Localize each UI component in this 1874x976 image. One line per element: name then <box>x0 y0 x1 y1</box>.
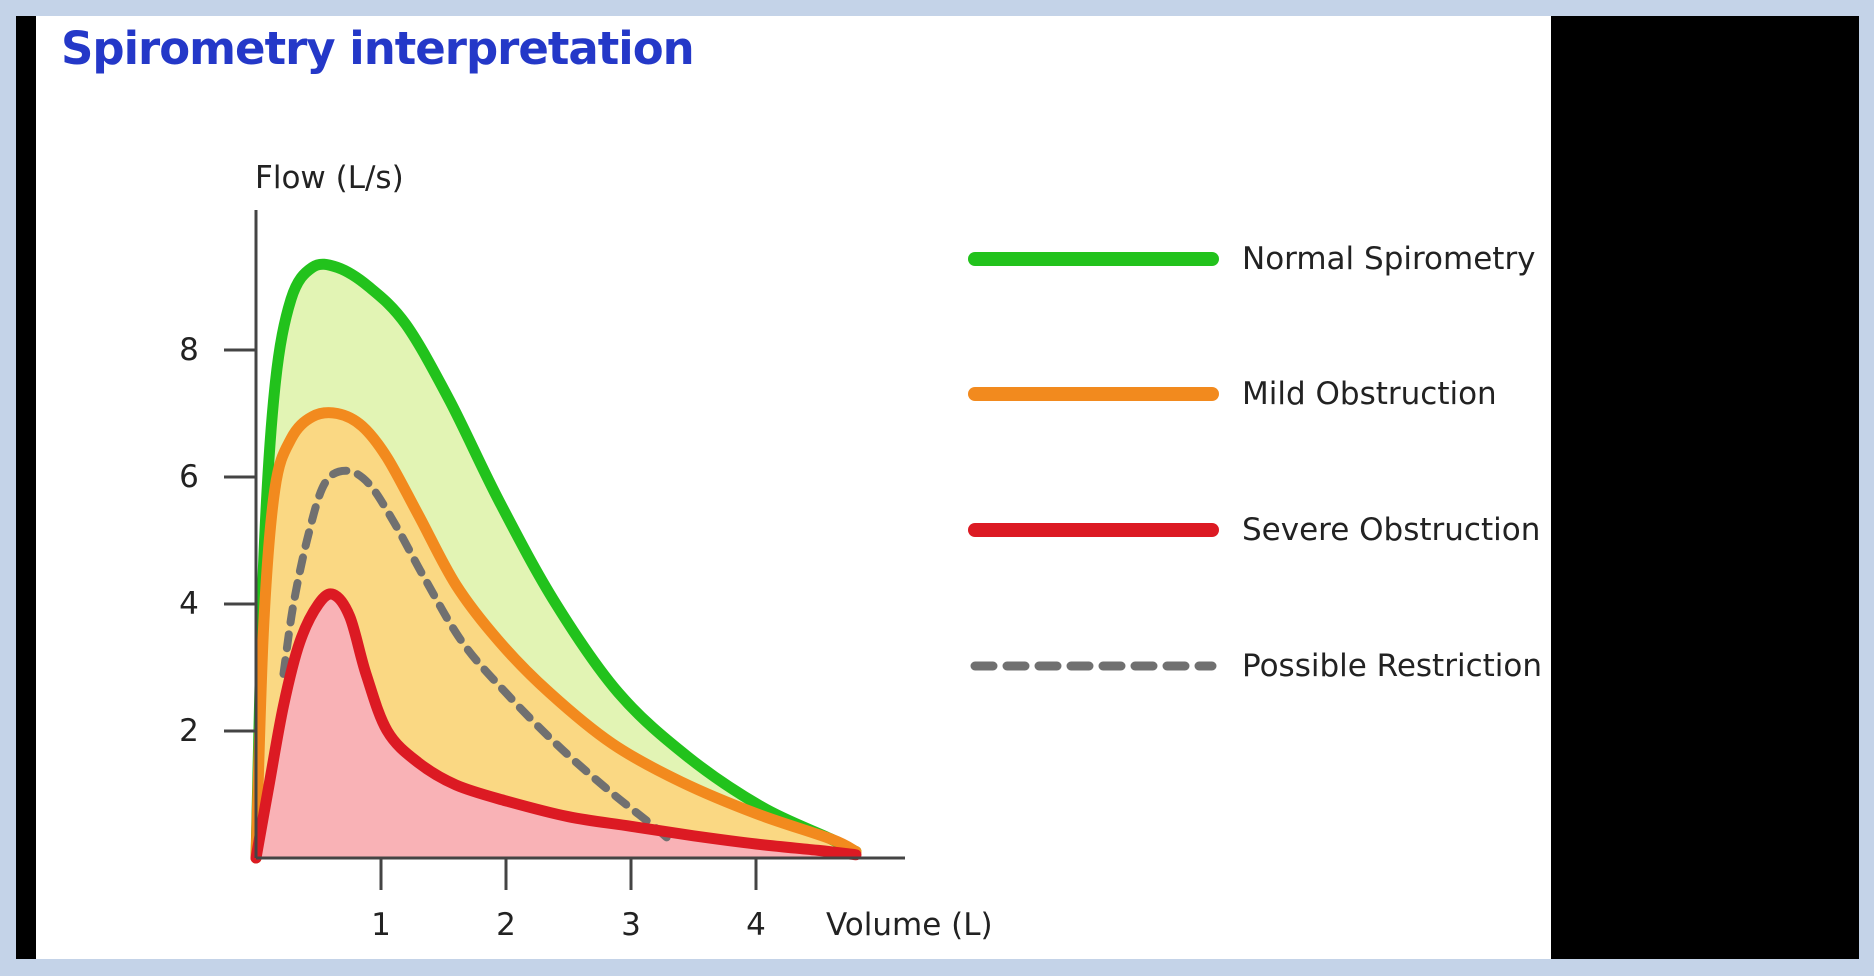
legend-label: Normal Spirometry <box>1242 241 1536 277</box>
x-tick-label: 1 <box>371 907 391 943</box>
series-line-mild-obstruction <box>250 407 862 864</box>
axis-ticks: 2 4 6 8 1 2 3 4 <box>179 332 766 943</box>
x-tick-label: 2 <box>496 907 516 943</box>
series-line-severe-obstruction <box>250 588 862 864</box>
legend-label: Possible Restriction <box>1242 648 1542 684</box>
legend-label: Mild Obstruction <box>1242 376 1497 412</box>
y-tick-label: 8 <box>179 332 199 368</box>
series-line-normal-spirometry <box>250 258 862 864</box>
y-tick-label: 4 <box>179 586 199 622</box>
axes <box>254 210 905 860</box>
y-tick-label: 2 <box>179 713 199 749</box>
x-tick-label: 3 <box>621 907 641 943</box>
area-fills <box>256 264 856 859</box>
x-axis-label: Volume (L) <box>826 907 993 943</box>
series-lines <box>250 258 862 864</box>
y-tick-label: 6 <box>179 459 199 495</box>
x-tick-label: 4 <box>746 907 766 943</box>
series-line-possible-restriction <box>279 466 673 843</box>
legend: Normal Spirometry Mild Obstruction Severe … <box>968 241 1542 684</box>
legend-label: Severe Obstruction <box>1242 512 1540 548</box>
y-axis-label: Flow (L/s) <box>255 160 404 196</box>
page-title: Spirometry interpretation <box>61 22 695 75</box>
area-fill-severe-obstruction <box>256 593 856 858</box>
